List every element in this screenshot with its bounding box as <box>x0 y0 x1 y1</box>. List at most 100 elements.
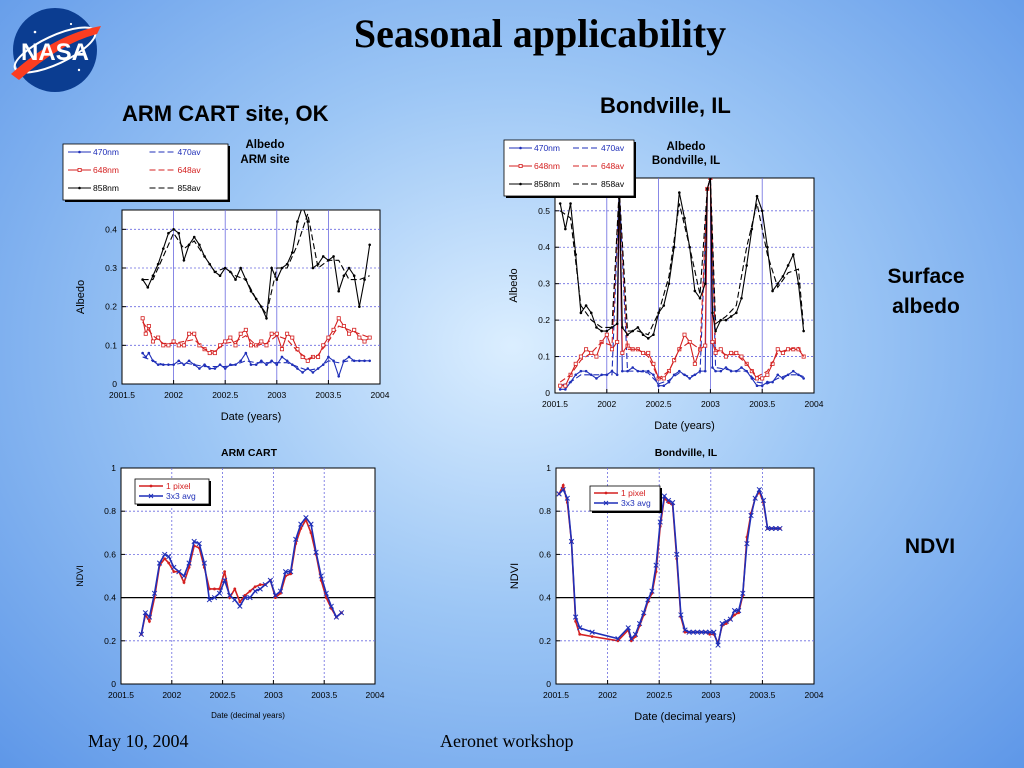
y-axis-label: NDVI <box>75 565 85 587</box>
data-point <box>615 373 619 377</box>
x-axis-label: Date (years) <box>654 420 715 432</box>
legend-marker <box>148 493 154 499</box>
data-point <box>629 639 633 643</box>
series-line <box>142 321 370 360</box>
data-point <box>176 569 182 575</box>
data-point <box>600 373 603 377</box>
y-tick-label: 0.2 <box>104 636 116 646</box>
data-point <box>238 600 242 604</box>
chart-bondville-ndvi: 2001.5 2002 2002.5 2003 2003.5 2004 0 0.2 0.4 0.6… <box>509 447 824 723</box>
data-point <box>595 377 598 380</box>
chart-arm-albedo: 2001.5 2002 2002.5 2003 2003.5 2004 0 0.1 0.2 0.3… <box>62 139 390 423</box>
data-point <box>713 350 718 355</box>
data-point <box>223 367 227 370</box>
chart-title: Bondville, IL <box>652 155 720 167</box>
data-point <box>766 245 769 249</box>
y-tick-label: 0.3 <box>105 263 117 273</box>
data-point <box>142 610 149 616</box>
data-point <box>338 610 345 616</box>
data-point <box>368 243 371 247</box>
data-point <box>264 343 269 348</box>
data-point <box>683 216 686 220</box>
data-point <box>151 590 158 596</box>
surface-albedo-label: Surface albedo <box>866 262 986 322</box>
data-point <box>568 538 575 545</box>
data-point <box>239 266 242 270</box>
data-point <box>609 347 614 352</box>
data-point <box>740 296 743 300</box>
data-point <box>249 289 253 293</box>
data-point <box>331 327 336 332</box>
data-point <box>589 311 593 315</box>
data-point <box>775 347 780 352</box>
data-point <box>257 586 263 592</box>
y-tick-label: 1 <box>546 463 551 473</box>
data-point <box>198 243 201 247</box>
data-point <box>290 251 294 254</box>
data-point <box>652 373 655 377</box>
chart-arm-ndvi: 2001.5 2002 2002.5 2003 2003.5 2004 0 0.2 0.4 0.6… <box>75 447 385 720</box>
data-point <box>595 326 598 329</box>
data-point <box>323 590 329 596</box>
data-point <box>589 350 594 355</box>
data-point <box>363 278 366 281</box>
data-point <box>755 384 759 388</box>
data-point <box>333 614 340 620</box>
data-point <box>146 614 153 620</box>
data-point <box>138 631 144 637</box>
data-point <box>626 333 629 336</box>
data-point <box>259 339 264 344</box>
series-648av <box>142 321 370 360</box>
data-point <box>564 495 571 501</box>
legend-label: 1 pixel <box>166 481 191 491</box>
data-point <box>718 347 723 352</box>
data-point <box>641 369 645 373</box>
y-tick-label: 0.2 <box>538 315 550 325</box>
data-point <box>277 588 284 594</box>
data-point <box>698 296 702 300</box>
data-point <box>358 359 361 363</box>
y-tick-label: 0.1 <box>105 340 117 350</box>
data-point <box>724 318 728 322</box>
data-point <box>678 191 681 194</box>
data-point <box>166 553 172 560</box>
data-point <box>192 331 197 336</box>
data-point <box>791 253 795 256</box>
data-point <box>247 594 253 601</box>
data-point <box>604 332 609 337</box>
data-point <box>162 551 168 558</box>
data-point <box>667 501 670 504</box>
legend-marker <box>604 491 608 495</box>
x-tick-label: 2004 <box>371 390 390 400</box>
data-point <box>156 363 160 366</box>
y-tick-label: 0.8 <box>539 506 551 516</box>
y-tick-label: 0.6 <box>539 549 551 559</box>
data-point <box>698 629 705 635</box>
data-point <box>285 331 290 336</box>
data-point <box>727 616 734 622</box>
legend-label: 470nm <box>93 147 119 157</box>
data-point <box>177 359 181 363</box>
data-point <box>337 374 341 378</box>
legend-marker <box>77 168 82 173</box>
data-point <box>724 622 728 625</box>
data-point <box>282 569 289 575</box>
data-point <box>558 388 562 391</box>
data-point <box>556 491 562 497</box>
legend-box <box>134 478 210 505</box>
data-point <box>267 577 274 583</box>
legend-marker <box>78 150 81 154</box>
data-point <box>181 343 186 348</box>
data-point <box>258 583 262 587</box>
data-point <box>610 326 614 329</box>
data-point <box>625 625 631 631</box>
data-point <box>151 274 155 278</box>
data-point <box>232 597 238 603</box>
x-tick-label: 2004 <box>366 690 385 700</box>
right-heading: Bondville, IL <box>600 93 731 118</box>
data-point <box>745 264 748 267</box>
data-point <box>347 266 351 270</box>
data-point <box>187 359 191 363</box>
data-point <box>213 587 216 591</box>
data-point <box>802 329 805 333</box>
